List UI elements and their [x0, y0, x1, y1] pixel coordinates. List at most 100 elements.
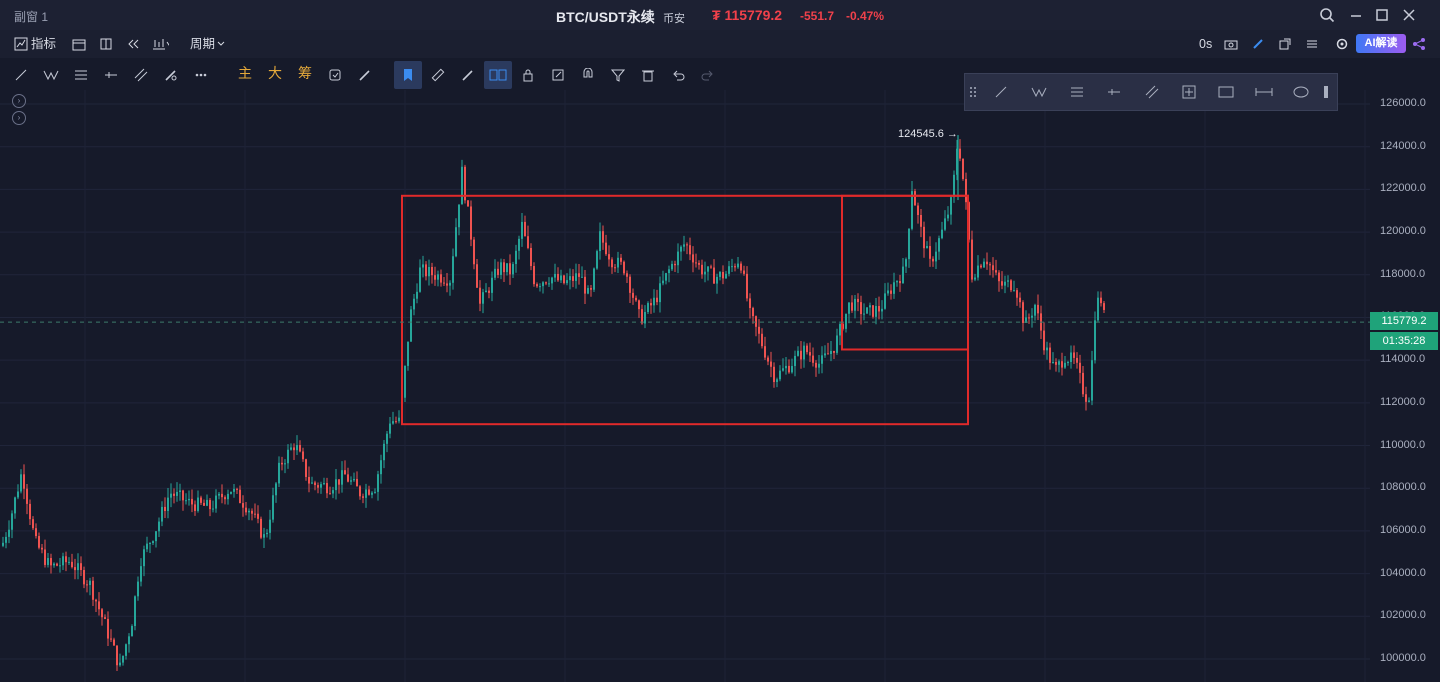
- panel-hlines-icon[interactable]: [1065, 80, 1089, 104]
- panel-ray-icon[interactable]: [1102, 80, 1126, 104]
- candle-body: [620, 257, 622, 262]
- share-icon[interactable]: [1410, 35, 1428, 53]
- lock-icon[interactable]: [516, 63, 540, 87]
- wave-icon[interactable]: [39, 63, 63, 87]
- expand-icon-2[interactable]: ›: [12, 111, 26, 125]
- candle-body: [731, 266, 733, 268]
- drag-handle-icon[interactable]: [965, 80, 981, 104]
- layout-icon[interactable]: [97, 35, 115, 53]
- brush-settings-icon[interactable]: [353, 63, 377, 87]
- candle-body: [665, 273, 667, 281]
- panel-ellipse-icon[interactable]: [1289, 80, 1313, 104]
- close-icon[interactable]: [1399, 5, 1419, 25]
- candle-body: [62, 556, 64, 566]
- candle-body: [587, 288, 589, 294]
- candle-body: [53, 563, 55, 566]
- rewind-icon[interactable]: [124, 35, 142, 53]
- candle-body: [254, 513, 256, 515]
- candle-body: [689, 245, 691, 255]
- candle-body: [506, 263, 508, 273]
- magnet-pen-icon[interactable]: [456, 63, 480, 87]
- maximize-icon[interactable]: [1372, 5, 1392, 25]
- candle-body: [569, 276, 571, 281]
- candle-body: [647, 303, 649, 313]
- candle-body: [575, 273, 577, 281]
- y-tick-2: 122000.0: [1380, 182, 1426, 195]
- candle-body: [818, 363, 820, 368]
- calendar-icon[interactable]: [70, 35, 88, 53]
- bookmark-icon[interactable]: [394, 61, 422, 89]
- chart-type-icon[interactable]: [151, 35, 169, 53]
- camera-icon[interactable]: [1222, 35, 1240, 53]
- candle-body: [314, 482, 316, 486]
- trend-line-icon[interactable]: [9, 63, 33, 87]
- panel-pin-icon[interactable]: [1321, 80, 1331, 104]
- candle-body: [188, 498, 190, 501]
- candlestick-chart[interactable]: [0, 90, 1370, 682]
- candle-timer-tag: 01:35:28: [1370, 332, 1438, 350]
- high-price-label: 124545.6 →: [898, 128, 958, 140]
- panel-rectangle-icon[interactable]: [1214, 80, 1238, 104]
- candle-body: [929, 246, 931, 259]
- panel-range-icon[interactable]: [1252, 80, 1276, 104]
- candle-body: [299, 445, 301, 452]
- candle-body: [215, 495, 217, 509]
- candle-body: [650, 303, 652, 306]
- last-price: ₮ 115779.2: [712, 7, 783, 23]
- panel-frame-icon[interactable]: [1177, 80, 1201, 104]
- search-icon[interactable]: [1317, 5, 1337, 25]
- panel-channel-icon[interactable]: [1140, 80, 1164, 104]
- price-axis[interactable]: 126000.0 124000.0 122000.0 120000.0 118000.0…: [1370, 90, 1440, 682]
- candle-body: [536, 284, 538, 287]
- panel-wave-icon[interactable]: [1027, 80, 1051, 104]
- candle-body: [560, 275, 562, 281]
- candle-body: [917, 205, 919, 215]
- candle-body: [824, 353, 826, 356]
- filter-icon[interactable]: [606, 63, 630, 87]
- candle-body: [65, 556, 67, 563]
- indicators-button[interactable]: 指标: [31, 37, 57, 51]
- candle-body: [683, 244, 685, 247]
- candle-body: [293, 447, 295, 451]
- symbol-name[interactable]: BTC/USDT永续: [556, 9, 655, 25]
- candle-body: [803, 345, 805, 360]
- candle-body: [71, 561, 73, 568]
- panel-trend-line-icon[interactable]: [989, 80, 1013, 104]
- ai-analysis-button[interactable]: AI解读: [1356, 34, 1406, 53]
- magnet-icon[interactable]: [576, 63, 600, 87]
- candle-body: [836, 335, 838, 353]
- candle-body: [380, 460, 382, 475]
- main-chart-toggle[interactable]: 主: [238, 65, 252, 81]
- candle-body: [428, 266, 430, 277]
- hlines-icon[interactable]: [69, 63, 93, 87]
- trash-icon[interactable]: [636, 63, 660, 87]
- expand-icon[interactable]: ›: [12, 94, 26, 108]
- gear-icon[interactable]: [1333, 35, 1351, 53]
- popout-icon[interactable]: [1276, 35, 1294, 53]
- period-dropdown[interactable]: 周期: [190, 37, 216, 51]
- chip-toggle[interactable]: 筹: [298, 65, 312, 81]
- indicator-icon[interactable]: [12, 35, 30, 53]
- pen-icon[interactable]: [1249, 35, 1267, 53]
- parallel-channel-icon[interactable]: [129, 63, 153, 87]
- candle-body: [332, 490, 334, 494]
- candle-body: [77, 563, 79, 571]
- minimize-icon[interactable]: [1346, 5, 1366, 25]
- edit-note-icon[interactable]: [546, 63, 570, 87]
- list-icon[interactable]: [1303, 35, 1321, 53]
- candle-body: [44, 549, 46, 565]
- brush-icon[interactable]: [159, 63, 183, 87]
- horizontal-ray-icon[interactable]: [99, 63, 123, 87]
- candle-body: [1001, 281, 1003, 286]
- ruler-icon[interactable]: [426, 63, 450, 87]
- candle-body: [776, 379, 778, 383]
- big-order-toggle[interactable]: 大: [268, 65, 282, 81]
- ab-compare-icon[interactable]: [484, 61, 512, 89]
- redo-icon[interactable]: [696, 63, 720, 87]
- sync-icon[interactable]: [323, 63, 347, 87]
- candle-body: [500, 262, 502, 275]
- undo-icon[interactable]: [666, 63, 690, 87]
- more-icon[interactable]: [189, 63, 213, 87]
- candle-body: [170, 493, 172, 498]
- window-title: 副窗 1: [14, 10, 49, 24]
